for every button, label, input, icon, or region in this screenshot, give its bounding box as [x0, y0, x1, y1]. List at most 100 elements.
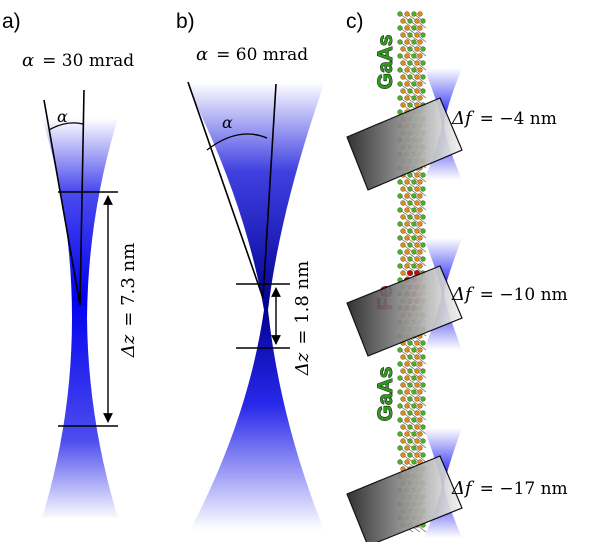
gaas-atom [400, 452, 406, 458]
gaas-atom [420, 396, 426, 402]
gaas-atom [417, 207, 423, 213]
gaas-atom [420, 256, 426, 262]
focal-plane-1: Δf = −4 nm [346, 68, 557, 191]
panel-a-dz-label: Δz = 7.3 nm [118, 243, 139, 358]
gaas-atom [411, 403, 417, 409]
gaas-atom [411, 81, 417, 87]
gaas-atom [414, 32, 420, 38]
gaas-atom [404, 403, 410, 409]
gaas-atom [404, 263, 410, 269]
gaas-atom [411, 39, 417, 45]
gaas-atom [397, 403, 403, 409]
gaas-atom [420, 228, 426, 234]
gaas-atom [407, 186, 413, 192]
focal-plane-2: Δf = −10 nm [346, 238, 568, 357]
gaas-atom [407, 102, 413, 108]
gaas-atom [417, 221, 423, 227]
gaas-atom [407, 228, 413, 234]
gaas-atom [407, 354, 413, 360]
gaas-atom [414, 200, 420, 206]
panel-b-dz-label: Δz = 1.8 nm [292, 261, 313, 376]
gaas-atom [420, 340, 426, 346]
gaas-atom [411, 249, 417, 255]
gaas-atom [400, 88, 406, 94]
gaas-atom [400, 410, 406, 416]
gaas-atom [414, 438, 420, 444]
gaas-atom [404, 39, 410, 45]
gaas-atom [397, 389, 403, 395]
gaas-atom [420, 354, 426, 360]
plane-3-df-label: Δf = −17 nm [451, 478, 568, 499]
gaas-atom [411, 347, 417, 353]
gaas-atom [414, 396, 420, 402]
gaas-atom [417, 347, 423, 353]
gaas-atom [420, 88, 426, 94]
gaas-atom [420, 172, 426, 178]
gaas-atom [417, 249, 423, 255]
gaas-atom [411, 431, 417, 437]
gaas-atom [417, 375, 423, 381]
gaas-atom [404, 235, 410, 241]
gaas-atom [400, 354, 406, 360]
gaas-atom [414, 74, 420, 80]
gaas-atom [414, 340, 420, 346]
gaas-atom [400, 368, 406, 374]
panel-b-angle-arc [206, 133, 268, 151]
material-label-gaas-top: GaAs [374, 35, 397, 90]
gaas-atom [397, 95, 403, 101]
gaas-atom [420, 74, 426, 80]
gaas-atom [407, 18, 413, 24]
fe-atom [407, 270, 414, 277]
panel-a-alpha-caption: α = 30 mrad [22, 50, 134, 71]
gaas-atom [411, 235, 417, 241]
gaas-atom [420, 242, 426, 248]
gaas-atom [420, 46, 426, 52]
nanowire [397, 11, 427, 533]
gaas-atom [411, 221, 417, 227]
gaas-atom [397, 221, 403, 227]
panel-b: b) α = 60 mrad α Δz = 1.8 nm [176, 10, 324, 530]
gaas-atom [397, 207, 403, 213]
gaas-atom [404, 375, 410, 381]
gaas-atom [400, 256, 406, 262]
plane-2-df-label: Δf = −10 nm [451, 284, 568, 305]
gaas-atom [417, 53, 423, 59]
gaas-atom [407, 256, 413, 262]
gaas-atom [397, 347, 403, 353]
gaas-atom [397, 361, 403, 367]
gaas-atom [400, 74, 406, 80]
gaas-atom [404, 445, 410, 451]
gaas-atom [411, 445, 417, 451]
gaas-atom [420, 452, 426, 458]
gaas-atom [397, 417, 403, 423]
gaas-atom [411, 179, 417, 185]
gaas-atom [397, 193, 403, 199]
gaas-atom [414, 382, 420, 388]
gaas-atom [400, 382, 406, 388]
gaas-atom [414, 228, 420, 234]
gaas-atom [400, 438, 406, 444]
plane-2-sheet [346, 265, 463, 357]
gaas-atom [404, 361, 410, 367]
gaas-atom [411, 25, 417, 31]
panel-c: c) GaAs Fe GaAs Δf = −4 nm Δf = −10 nm [346, 10, 568, 542]
gaas-atom [407, 214, 413, 220]
gaas-atom [407, 424, 413, 430]
panel-b-alpha-caption: α = 60 mrad [196, 44, 308, 65]
plane-1-sheet [346, 97, 463, 191]
gaas-atom [397, 67, 403, 73]
gaas-atom [400, 242, 406, 248]
gaas-atom [400, 396, 406, 402]
gaas-atom [404, 431, 410, 437]
gaas-atom [404, 249, 410, 255]
panel-a-ray-left [43, 99, 81, 306]
gaas-atom [407, 74, 413, 80]
gaas-atom [404, 389, 410, 395]
gaas-atom [414, 410, 420, 416]
gaas-atom [411, 193, 417, 199]
gaas-atom [417, 179, 423, 185]
gaas-atom [411, 389, 417, 395]
gaas-atom [400, 46, 406, 52]
gaas-atom [417, 235, 423, 241]
gaas-atom [420, 382, 426, 388]
